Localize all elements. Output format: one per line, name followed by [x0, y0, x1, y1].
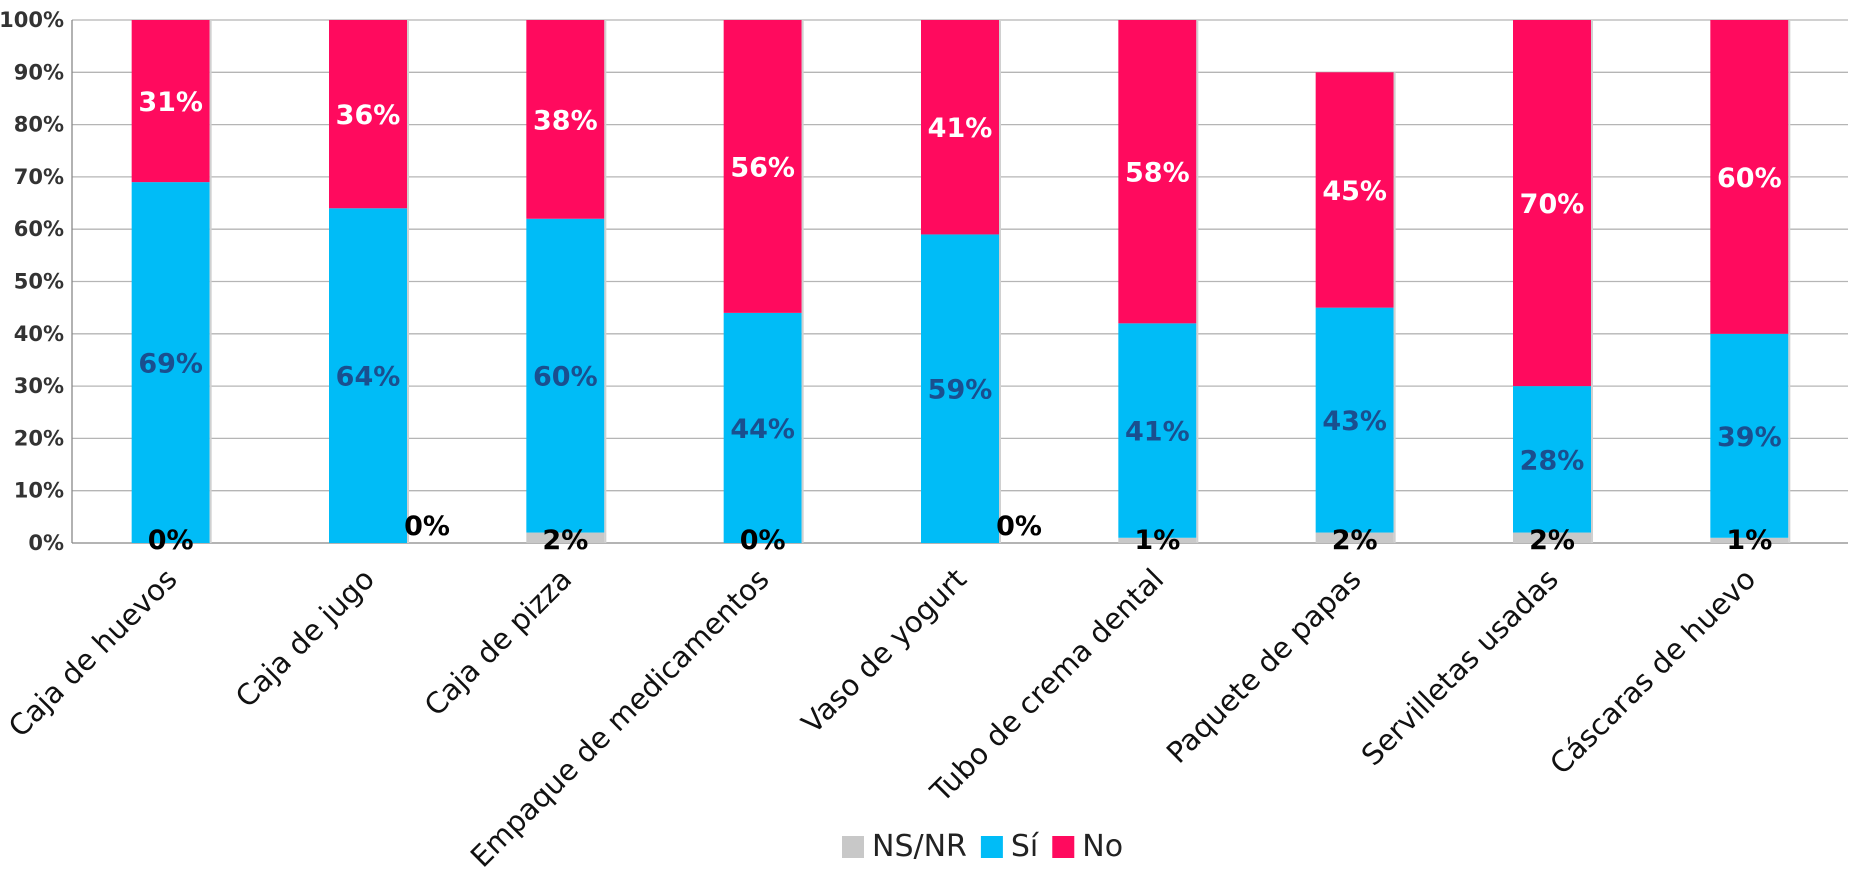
y-tick-label: 30%: [14, 374, 64, 398]
y-axis-ticks: 0% 10% 20% 30% 40% 50% 60% 70% 80% 90% 100%: [0, 8, 64, 555]
bar-segment-no: [1513, 20, 1591, 387]
y-tick-label: 0%: [28, 531, 64, 555]
data-label-no: 31%: [138, 87, 203, 118]
y-tick-label: 100%: [0, 8, 64, 32]
bar-shadow: [999, 20, 1001, 543]
bar-segment-s-: [921, 234, 999, 543]
bar-segment-s-: [1315, 307, 1394, 533]
bar-segment-ns-nr: [1513, 532, 1591, 543]
bar-segment-no: [329, 20, 407, 209]
legend-swatch: [842, 836, 864, 858]
data-label-s-: 43%: [1322, 406, 1387, 437]
bar-segment-no: [1710, 20, 1789, 334]
bar-segment-no: [131, 20, 210, 183]
bar-segment-s-: [1118, 323, 1197, 538]
data-label-ns-nr: 1%: [1134, 525, 1180, 556]
bar-shadow: [1393, 72, 1396, 544]
y-tick-label: 20%: [14, 426, 64, 450]
data-label-ns-nr: 2%: [1529, 525, 1575, 556]
legend: NS/NR Sí No: [842, 829, 1123, 864]
x-axis-labels: Caja de huevos Caja de jugo Caja de pizzaE…: [2, 562, 1763, 874]
bar-segment-no: [1118, 20, 1197, 324]
data-label-s-: 28%: [1520, 445, 1585, 476]
x-category-label: Caja de huevos: [2, 562, 184, 744]
bar-segment-s-: [723, 312, 802, 543]
x-category-label: Caja de jugo: [229, 562, 381, 714]
y-tick-label: 70%: [14, 165, 64, 189]
legend-label: No: [1082, 829, 1123, 864]
legend-label: Sí: [1011, 829, 1040, 864]
bar-segment-no: [526, 20, 605, 219]
bar-shadow: [1788, 20, 1791, 543]
data-label-no: 58%: [1125, 158, 1190, 189]
data-label-ns-nr: 2%: [542, 525, 588, 556]
legend-label: NS/NR: [872, 829, 967, 864]
data-label-ns-nr: 0%: [996, 511, 1042, 542]
data-label-no: 56%: [730, 152, 795, 183]
data-label-no: 60%: [1717, 163, 1782, 194]
bar-segment-ns-nr: [1710, 537, 1789, 543]
data-label-no: 70%: [1520, 189, 1585, 220]
y-tick-label: 10%: [14, 479, 64, 503]
x-category-label: Tubo de crema dental: [923, 562, 1170, 809]
x-category-label: Cáscaras de huevo: [1543, 562, 1762, 781]
bar-segment-s-: [1710, 333, 1789, 538]
legend-swatch: [980, 836, 1003, 858]
bar-shadow: [1196, 20, 1199, 543]
bar-segment-no: [1315, 72, 1394, 308]
y-tick-label: 40%: [14, 322, 64, 346]
data-label-s-: 44%: [730, 414, 795, 445]
y-tick-label: 90%: [14, 60, 64, 84]
data-label-s-: 60%: [533, 362, 598, 393]
data-label-no: 38%: [533, 105, 598, 136]
x-category-label: Vaso de yogurt: [795, 562, 973, 740]
bar-segment-no: [723, 20, 802, 313]
bar-shadow: [1591, 20, 1593, 543]
data-label-s-: 59%: [928, 375, 993, 406]
bar-segment-s-: [1513, 386, 1591, 533]
legend-swatch: [1052, 836, 1075, 858]
data-label-ns-nr: 2%: [1332, 525, 1378, 556]
bars: [131, 20, 1791, 544]
y-tick-label: 60%: [14, 217, 64, 241]
data-label-ns-nr: 0%: [740, 525, 786, 556]
data-label-s-: 41%: [1125, 417, 1190, 448]
bar-shadow: [407, 20, 409, 543]
data-label-no: 41%: [928, 113, 993, 144]
data-label-ns-nr: 0%: [148, 525, 194, 556]
data-label-s-: 39%: [1717, 422, 1782, 453]
data-label-s-: 69%: [138, 349, 203, 380]
bar-segment-ns-nr: [526, 532, 605, 543]
bar-segment-ns-nr: [1315, 532, 1394, 543]
data-label-ns-nr: 1%: [1726, 525, 1772, 556]
x-category-label: Paquete de papas: [1160, 562, 1368, 770]
x-category-label: Caja de pizza: [418, 562, 579, 723]
bar-segment-ns-nr: [1118, 537, 1197, 543]
x-category-label: Servilletas usadas: [1355, 562, 1565, 772]
bar-shadow: [801, 20, 804, 543]
data-label-no: 36%: [336, 100, 401, 131]
bar-segment-no: [921, 20, 999, 235]
bar-segment-s-: [526, 218, 605, 533]
data-label-no: 45%: [1322, 176, 1387, 207]
bar-shadow: [604, 20, 607, 543]
bar-segment-s-: [131, 182, 210, 543]
y-tick-label: 80%: [14, 113, 64, 137]
bar-shadow: [209, 20, 212, 543]
y-tick-label: 50%: [14, 270, 64, 294]
data-labels: 0% 69% 31% 0% 64% 36% 2% 60% 38% 0% 44% 56% 0% 59% 41%…: [138, 87, 1781, 556]
data-label-s-: 64%: [336, 362, 401, 393]
bar-segment-s-: [329, 208, 407, 543]
data-label-ns-nr: 0%: [404, 511, 450, 542]
